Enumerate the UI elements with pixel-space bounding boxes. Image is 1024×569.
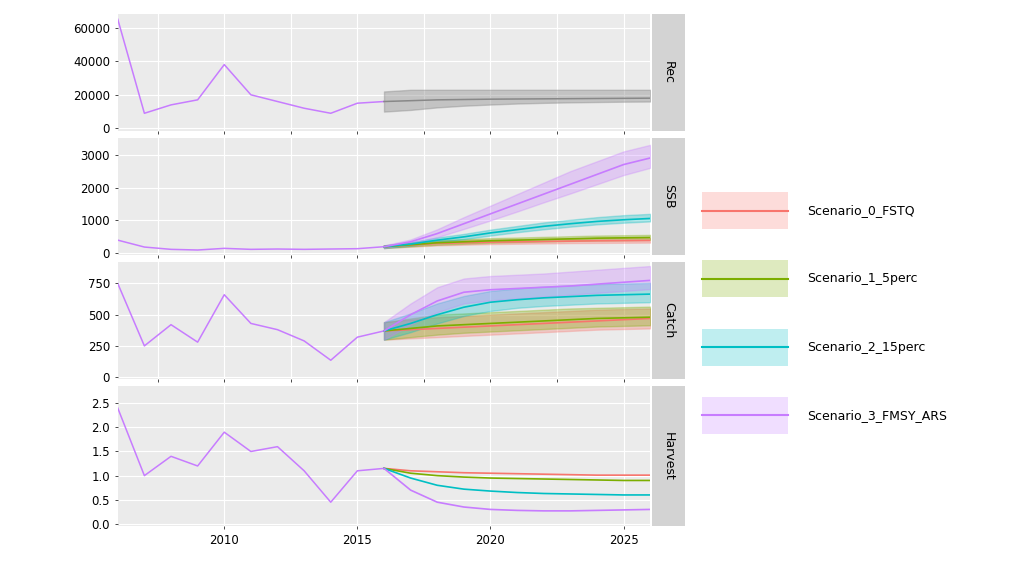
Text: SSB: SSB [663, 184, 675, 209]
Text: Scenario_0_FSTQ: Scenario_0_FSTQ [807, 204, 914, 217]
Text: Scenario_3_FMSY_ARS: Scenario_3_FMSY_ARS [807, 409, 947, 422]
FancyBboxPatch shape [702, 192, 788, 229]
Text: Scenario_2_15perc: Scenario_2_15perc [807, 341, 926, 353]
FancyBboxPatch shape [702, 397, 788, 434]
FancyBboxPatch shape [702, 329, 788, 366]
Text: Harvest: Harvest [663, 432, 675, 481]
FancyBboxPatch shape [702, 261, 788, 297]
Text: Catch: Catch [663, 303, 675, 339]
Text: Rec: Rec [663, 61, 675, 84]
Text: Scenario_1_5perc: Scenario_1_5perc [807, 273, 918, 285]
